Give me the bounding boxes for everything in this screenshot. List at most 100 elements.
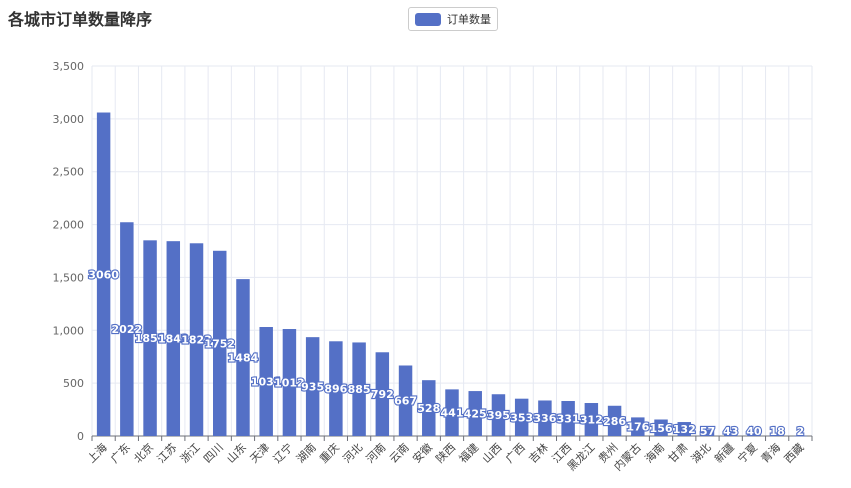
x-tick-label: 安徽: [409, 440, 434, 465]
x-tick-label: 吉林: [526, 440, 551, 465]
x-tick-label: 四川: [201, 441, 226, 466]
x-tick-label: 西藏: [782, 441, 807, 466]
bar-广西: [514, 398, 529, 436]
bar-贵州: [607, 405, 622, 436]
chart-title: 各城市订单数量降序: [8, 10, 153, 29]
bar-湖南: [305, 337, 320, 436]
x-tick-label: 河南: [364, 441, 389, 466]
x-tick-label: 湖北: [689, 441, 714, 466]
bar-山西: [491, 394, 506, 436]
bar-江西: [561, 401, 575, 436]
bar-黑龙江: [584, 403, 599, 436]
data-label: 336: [533, 412, 556, 425]
data-label: 2: [797, 425, 805, 438]
data-label: 18: [770, 425, 785, 438]
bar-天津: [259, 327, 273, 436]
x-tick-label: 甘肃: [666, 441, 691, 466]
y-tick-label: 500: [63, 377, 84, 390]
bar-山东: [236, 279, 250, 436]
data-label: 43: [723, 425, 738, 438]
y-tick-label: 2,500: [53, 166, 85, 179]
data-label: 896: [324, 383, 347, 396]
data-label: 40: [746, 425, 762, 438]
x-tick-label: 海南: [642, 440, 667, 465]
bar-云南: [398, 365, 413, 436]
data-label: 1484: [228, 352, 259, 365]
bar-河北: [352, 342, 366, 436]
data-label: 528: [417, 402, 440, 415]
y-tick-label: 3,500: [53, 60, 85, 73]
bar-福建: [468, 391, 482, 436]
bar-四川: [213, 250, 227, 436]
x-tick-label: 云南: [387, 441, 412, 466]
bar-陕西: [445, 389, 459, 436]
x-tick-label: 天津: [248, 441, 273, 466]
bar-辽宁: [282, 329, 297, 436]
data-label: 353: [510, 411, 533, 424]
bar-海南: [654, 419, 668, 436]
x-tick-label: 广东: [108, 441, 133, 466]
x-tick-label: 湖南: [294, 441, 319, 466]
data-label: 176: [626, 421, 649, 434]
x-tick-label: 陕西: [433, 440, 458, 465]
bar-内蒙古: [631, 417, 645, 436]
data-label: 57: [700, 425, 715, 438]
bar-吉林: [538, 400, 552, 436]
data-label: 792: [371, 388, 394, 401]
x-tick-label: 重庆: [317, 440, 342, 465]
bar-江苏: [166, 241, 181, 436]
legend-label: 订单数量: [447, 13, 491, 26]
bar-北京: [143, 240, 157, 436]
x-tick-label: 宁夏: [735, 440, 760, 465]
bar-河南: [375, 352, 390, 436]
y-tick-label: 1,500: [53, 271, 85, 284]
bar-宁夏: [747, 431, 761, 436]
data-label: 425: [464, 408, 487, 421]
bar-甘肃: [677, 422, 691, 436]
bar-广东: [120, 222, 134, 436]
data-label: 1012: [274, 377, 305, 390]
legend[interactable]: 订单数量: [408, 7, 498, 31]
x-tick-label: 山东: [224, 441, 249, 466]
y-tick-label: 1,000: [53, 324, 85, 337]
legend-swatch: [415, 12, 441, 26]
x-tick-label: 浙江: [178, 441, 203, 466]
x-tick-label: 青海: [758, 440, 783, 465]
data-label: 1752: [204, 337, 235, 350]
data-label: 3060: [88, 268, 119, 281]
data-label: 885: [348, 383, 371, 396]
x-tick-label: 辽宁: [270, 440, 295, 465]
bar-湖北: [700, 429, 715, 436]
data-label: 156: [650, 422, 673, 435]
data-label: 312: [580, 414, 603, 427]
bar-新疆: [723, 431, 738, 436]
data-label: 935: [301, 381, 324, 394]
y-tick-label: 2,000: [53, 219, 85, 232]
x-tick-label: 新疆: [711, 440, 736, 465]
data-label: 286: [603, 415, 626, 428]
y-tick-label: 3,000: [53, 113, 85, 126]
data-label: 1851: [135, 332, 166, 345]
data-label: 331: [557, 413, 580, 426]
x-tick-label: 广西: [503, 441, 528, 466]
data-label: 1031: [251, 376, 282, 389]
x-tick-label: 河北: [340, 441, 365, 466]
data-label: 1823: [181, 334, 212, 347]
data-label: 395: [487, 409, 510, 422]
bar-浙江: [189, 243, 204, 436]
data-label: 132: [673, 423, 696, 436]
bar-青海: [770, 434, 784, 436]
bar-西藏: [793, 435, 808, 437]
data-label: 667: [394, 395, 417, 408]
data-label: 2022: [112, 323, 143, 336]
bar-安徽: [422, 380, 436, 436]
x-tick-label: 上海: [84, 440, 109, 465]
bar-上海: [96, 112, 111, 436]
bar-重庆: [329, 341, 343, 436]
y-tick-label: 0: [77, 430, 84, 443]
data-label: 441: [441, 407, 464, 420]
x-tick-label: 福建: [456, 440, 481, 465]
x-tick-label: 江苏: [155, 441, 180, 466]
x-tick-label: 北京: [131, 440, 156, 465]
